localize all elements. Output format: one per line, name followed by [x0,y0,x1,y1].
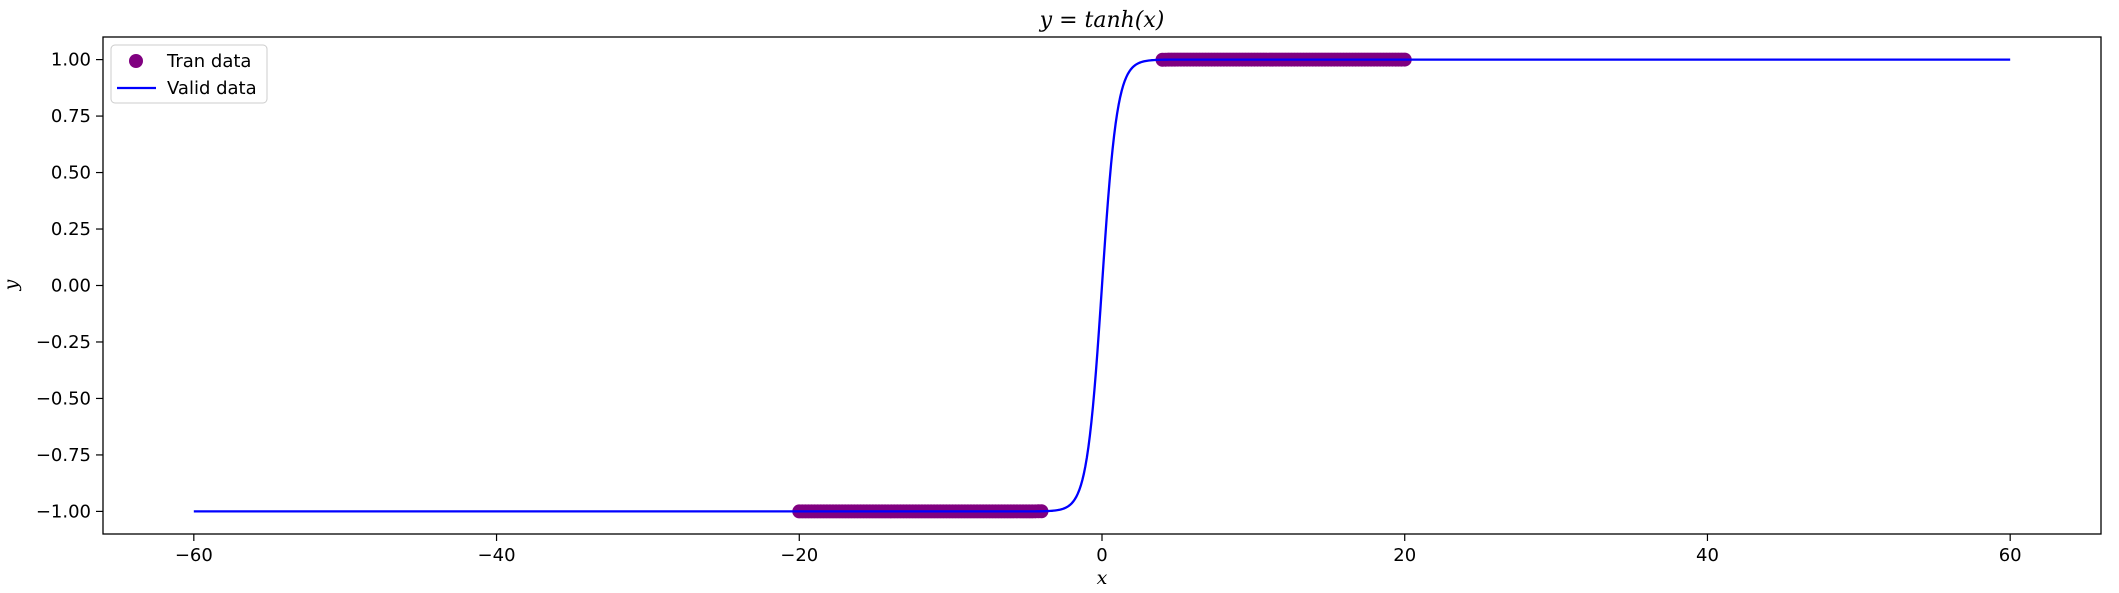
chart-title: y = tanh(x) [1039,8,1165,33]
x-tick-label: −20 [780,545,818,566]
y-tick-label: 0.75 [51,106,91,127]
y-axis: 1.00 0.75 0.50 0.25 0.00 −0.25 −0.50 −0.75 −1.00 [36,50,103,522]
x-tick-label: 20 [1393,545,1416,566]
y-tick-label: 0.50 [51,163,91,184]
x-tick-label: −40 [478,545,516,566]
y-tick-label: −1.00 [36,501,91,522]
y-tick-label: 1.00 [51,50,91,71]
y-tick-label: −0.50 [36,388,91,409]
x-tick-label: 0 [1096,545,1107,566]
y-axis-label: y [0,279,22,291]
x-axis-label: x [1097,567,1108,589]
plot-area [193,52,2011,519]
y-tick-label: −0.75 [36,445,91,466]
y-tick-label: 0.25 [51,219,91,240]
legend-label-valid-data: Valid data [167,78,257,99]
x-tick-label: 60 [1999,545,2022,566]
valid-data-line [193,58,2011,513]
legend: Tran data Valid data [110,44,268,104]
x-axis: −60 −40 −20 0 20 40 60 [175,534,2022,566]
legend-label-tran-data: Tran data [166,51,251,72]
legend-marker-tran-data [129,54,143,68]
x-tick-label: 40 [1696,545,1719,566]
y-tick-label: −0.25 [36,332,91,353]
x-tick-label: −60 [175,545,213,566]
y-tick-label: 0.00 [51,276,91,297]
